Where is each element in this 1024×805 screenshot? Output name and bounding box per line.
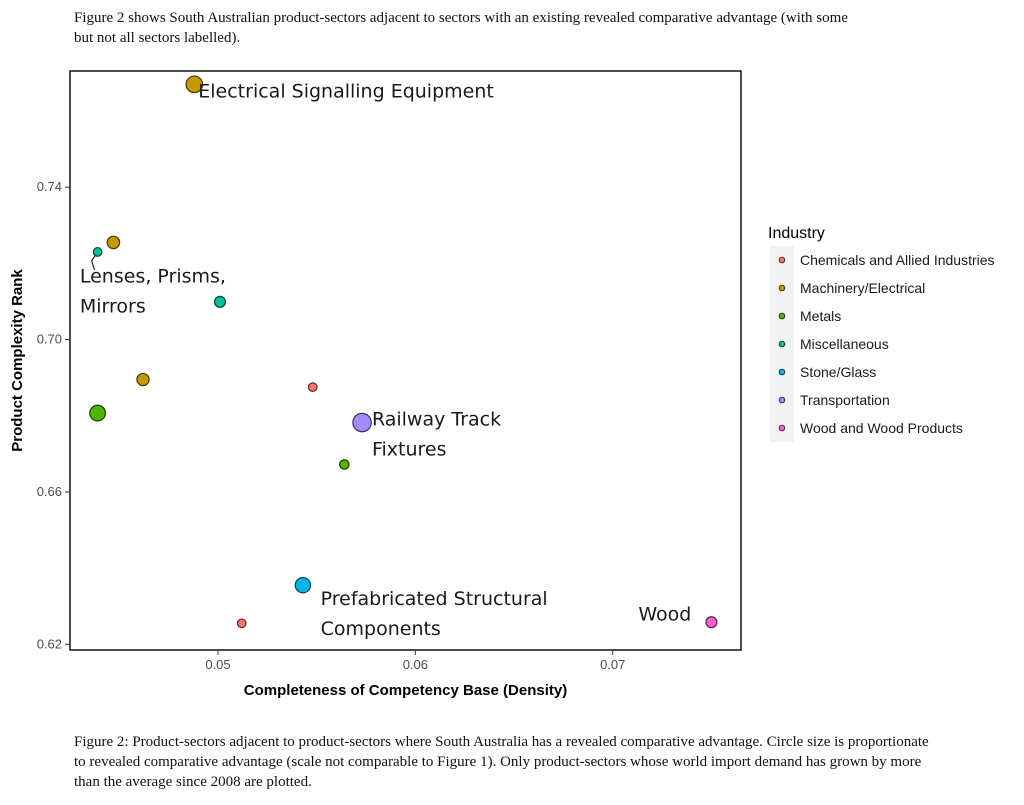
legend-key [778, 396, 786, 404]
y-tick-label: 0.74 [37, 179, 62, 194]
annotation-line: Prefabricated Structural [321, 588, 548, 610]
legend-key [778, 340, 786, 348]
legend-label: Transportation [800, 392, 890, 408]
legend-title: Industry [768, 225, 825, 242]
legend-key [778, 368, 786, 376]
x-tick-label: 0.06 [403, 657, 428, 672]
x-axis-title: Completeness of Competency Base (Density… [244, 682, 567, 699]
point-annotation: Railway Track Fixtures [372, 408, 501, 460]
annotation-line: Electrical Signalling Equipment [198, 81, 494, 103]
data-point [136, 372, 150, 387]
annotation-line: Components [321, 618, 441, 640]
legend-key [778, 284, 786, 292]
y-tick-label: 0.66 [37, 484, 62, 499]
data-points [89, 75, 718, 629]
legend-key [778, 312, 786, 320]
data-point [185, 75, 204, 94]
annotation-line: Mirrors [80, 295, 146, 317]
plot-panel [69, 70, 742, 651]
y-tick-label: 0.70 [37, 332, 62, 347]
legend: Industry Chemicals and Allied Industries M… [768, 225, 995, 442]
label-leader-line [90, 254, 97, 271]
y-axis-title: Product Complexity Rank [9, 269, 26, 452]
data-point [294, 577, 312, 594]
figure-caption: Figure 2: Product-sectors adjacent to pr… [74, 734, 929, 790]
data-point [213, 295, 227, 308]
data-point [236, 618, 247, 629]
point-annotation: Wood [638, 603, 691, 625]
annotation-line: Fixtures [372, 438, 447, 460]
data-point [339, 459, 350, 470]
legend-label: Stone/Glass [800, 364, 876, 380]
legend-label: Machinery/Electrical [800, 280, 925, 296]
legend-label: Wood and Wood Products [800, 420, 963, 436]
annotation-line: Wood [638, 603, 691, 625]
point-annotations: Electrical Signalling Equipment Lenses, P… [80, 81, 691, 640]
data-point [352, 412, 372, 433]
legend-key [778, 424, 786, 432]
data-point [106, 235, 121, 250]
annotation-line: Railway Track [372, 408, 501, 430]
legend-label: Chemicals and Allied Industries [800, 252, 995, 268]
point-annotation: Prefabricated Structural Components [321, 588, 548, 640]
x-tick-label: 0.05 [205, 657, 230, 672]
legend-label: Miscellaneous [800, 336, 889, 352]
legend-key [778, 256, 786, 264]
annotation-line: Lenses, Prisms, [80, 265, 226, 287]
scatter-chart: 0.05 0.06 0.07 0.62 0.66 0.70 0.74 Completeness… [9, 70, 995, 699]
y-tick-label: 0.62 [37, 636, 62, 651]
data-point [705, 616, 718, 629]
legend-label: Metals [800, 308, 841, 324]
data-point [307, 382, 318, 393]
data-point [92, 247, 103, 257]
point-annotation: Electrical Signalling Equipment [198, 81, 494, 103]
axes: 0.05 0.06 0.07 0.62 0.66 0.70 0.74 Completeness… [9, 70, 742, 699]
intro-paragraph: Figure 2 shows South Australian product-… [74, 10, 848, 46]
point-annotation: Lenses, Prisms, Mirrors [80, 265, 226, 317]
x-tick-label: 0.07 [600, 657, 625, 672]
data-point [89, 404, 107, 422]
